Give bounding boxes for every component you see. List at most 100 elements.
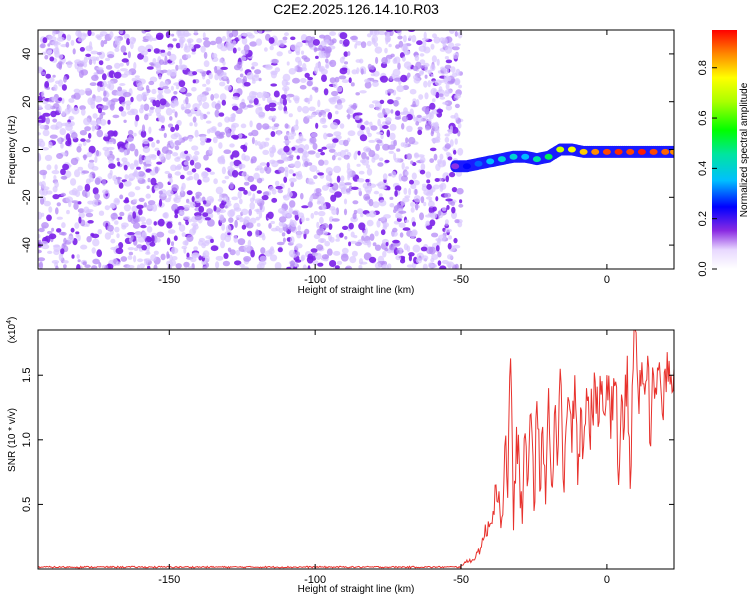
noise-blob [319, 216, 324, 225]
noise-blob [454, 31, 458, 37]
noise-blob [423, 46, 431, 54]
noise-blob [382, 222, 389, 228]
noise-blob [389, 132, 396, 141]
noise-blob [141, 231, 147, 239]
noise-blob [186, 252, 190, 258]
noise-blob [445, 105, 453, 111]
noise-blob [97, 107, 103, 114]
noise-blob [238, 187, 246, 192]
noise-blob [74, 59, 82, 64]
noise-blob [218, 112, 225, 117]
noise-blob [172, 152, 179, 157]
noise-blob [185, 92, 192, 97]
noise-blob [367, 63, 372, 70]
signal-point [591, 148, 600, 155]
noise-blob [403, 187, 408, 195]
noise-blob [78, 89, 86, 96]
noise-blob [53, 175, 57, 181]
noise-blob [175, 42, 181, 49]
noise-blob [98, 210, 105, 216]
noise-blob [400, 200, 406, 206]
noise-blob [355, 41, 363, 46]
noise-blob [444, 133, 450, 137]
noise-blob [168, 259, 177, 267]
noise-blob [417, 129, 423, 135]
noise-blob [325, 64, 330, 69]
noise-blob [117, 86, 123, 92]
noise-blob [279, 39, 287, 44]
noise-blob [54, 164, 58, 171]
noise-blob [430, 64, 436, 72]
noise-blob [339, 39, 343, 45]
noise-blob [180, 174, 185, 180]
noise-blob [254, 69, 262, 75]
noise-blob [431, 254, 439, 260]
noise-blob [159, 98, 167, 106]
noise-blob [241, 208, 249, 215]
noise-blob [358, 170, 365, 175]
noise-blob [118, 106, 124, 112]
noise-blob [89, 41, 93, 50]
noise-blob [64, 121, 73, 128]
noise-blob [88, 59, 93, 65]
noise-blob [196, 94, 202, 103]
noise-blob [396, 85, 405, 93]
noise-blob [438, 234, 446, 242]
noise-blob [425, 171, 432, 179]
noise-blob [217, 122, 223, 128]
noise-blob [397, 62, 401, 70]
noise-blob [193, 173, 200, 181]
x-tick-label: 0 [604, 274, 610, 286]
noise-blob [278, 166, 285, 173]
noise-blob [135, 231, 143, 239]
noise-blob [194, 215, 202, 221]
noise-blob [408, 254, 412, 262]
noise-blob [202, 212, 209, 218]
noise-blob [56, 216, 63, 220]
noise-blob [224, 126, 231, 134]
noise-blob [136, 166, 141, 170]
noise-blob [136, 82, 143, 91]
noise-blob [198, 205, 205, 213]
spectrogram-panel: -150 -100 -50 0 -40 -20 0 20 40 Height of strai… [7, 29, 675, 296]
noise-blob [340, 187, 346, 192]
noise-blob [292, 77, 300, 84]
noise-blob [349, 256, 357, 264]
noise-blob [238, 198, 243, 205]
noise-blob [376, 139, 383, 144]
noise-blob [382, 250, 387, 258]
noise-blob [306, 255, 314, 264]
noise-blob [196, 69, 204, 73]
noise-blob [132, 211, 137, 219]
noise-blob [145, 85, 150, 92]
noise-blob [91, 74, 99, 81]
noise-blob [334, 265, 340, 269]
noise-blob [38, 132, 42, 136]
noise-blob [188, 175, 194, 181]
noise-blob [111, 98, 119, 103]
noise-blob [268, 223, 272, 229]
noise-blob [153, 48, 160, 54]
noise-blob [354, 115, 361, 121]
noise-blob [147, 48, 152, 53]
noise-blob [263, 141, 270, 147]
noise-blob [401, 162, 405, 170]
noise-blob [153, 221, 158, 226]
noise-blob [171, 184, 179, 192]
noise-blob [239, 263, 245, 268]
noise-blob [184, 109, 191, 114]
noise-blob [340, 253, 349, 262]
noise-blob [219, 81, 226, 87]
noise-blob [317, 172, 324, 176]
noise-blob [262, 94, 266, 102]
noise-blob [368, 198, 374, 207]
noise-blob [367, 132, 372, 138]
noise-blob [343, 208, 348, 216]
noise-blob [193, 44, 201, 49]
noise-blob [369, 233, 375, 241]
noise-blob [103, 90, 107, 97]
noise-blob [198, 255, 202, 261]
noise-blob [288, 169, 294, 174]
noise-blob [61, 84, 67, 91]
noise-blob [287, 187, 291, 194]
